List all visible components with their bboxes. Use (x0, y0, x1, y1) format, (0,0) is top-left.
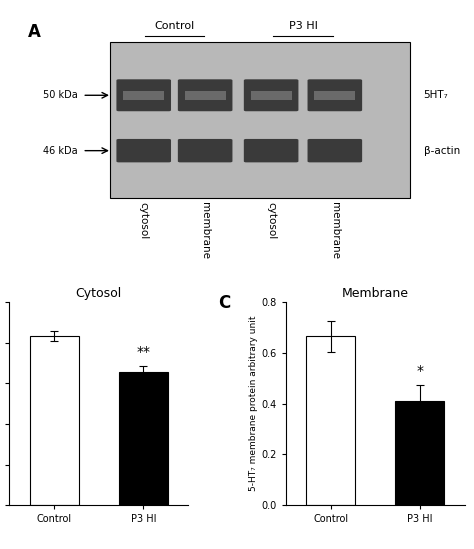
Text: **: ** (137, 345, 150, 359)
Bar (395, 401, 445, 505)
FancyBboxPatch shape (123, 91, 164, 99)
FancyBboxPatch shape (244, 139, 299, 163)
FancyBboxPatch shape (178, 139, 232, 163)
Text: membrane: membrane (330, 202, 340, 259)
Bar (119, 372, 168, 505)
Text: Control: Control (155, 21, 194, 31)
Text: cytosol: cytosol (266, 202, 276, 239)
Text: cytosol: cytosol (139, 202, 149, 239)
FancyBboxPatch shape (185, 91, 226, 99)
Text: *: * (416, 365, 423, 378)
Text: β-actin: β-actin (424, 145, 460, 156)
FancyBboxPatch shape (117, 139, 171, 163)
FancyBboxPatch shape (308, 79, 362, 111)
Text: P3 HI: P3 HI (289, 21, 318, 31)
Text: 46 kDa: 46 kDa (43, 145, 78, 156)
Text: 5HT₇: 5HT₇ (424, 90, 448, 100)
Bar (29, 335, 79, 505)
Bar (306, 337, 355, 505)
Title: Cytosol: Cytosol (75, 287, 122, 300)
Text: membrane: membrane (200, 202, 210, 259)
FancyBboxPatch shape (109, 42, 410, 198)
FancyBboxPatch shape (308, 139, 362, 163)
Text: A: A (27, 23, 41, 41)
FancyBboxPatch shape (244, 79, 299, 111)
Text: 50 kDa: 50 kDa (43, 90, 78, 100)
Title: Membrane: Membrane (342, 287, 409, 300)
FancyBboxPatch shape (117, 79, 171, 111)
Text: C: C (218, 294, 230, 312)
FancyBboxPatch shape (178, 79, 232, 111)
FancyBboxPatch shape (314, 91, 356, 99)
FancyBboxPatch shape (251, 91, 292, 99)
Y-axis label: 5-HT₇ membrane protein arbitrary unit: 5-HT₇ membrane protein arbitrary unit (248, 316, 257, 491)
